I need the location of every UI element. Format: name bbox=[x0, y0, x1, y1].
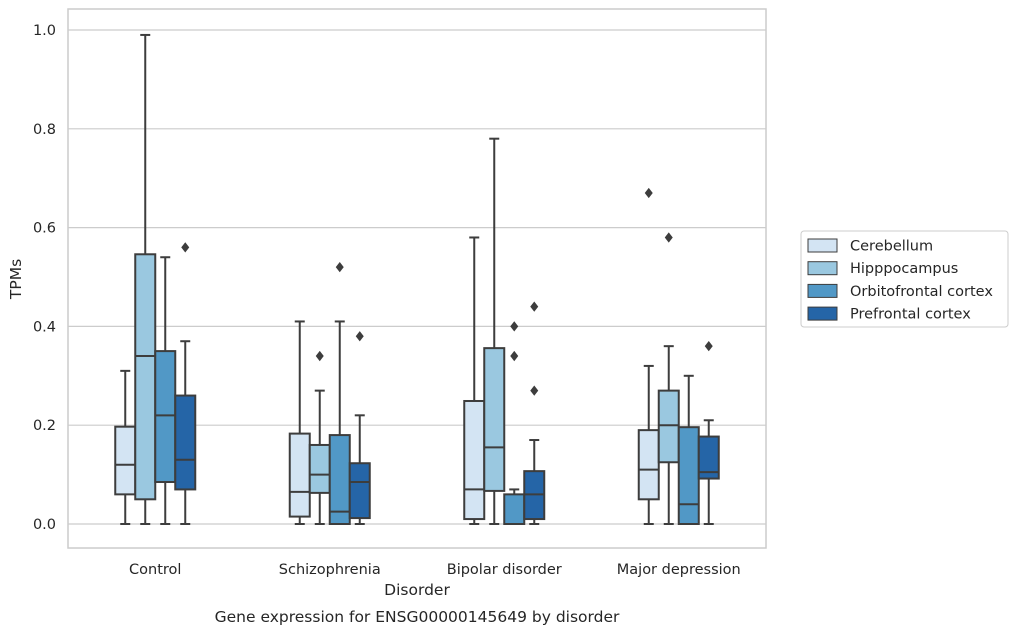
outlier-point bbox=[181, 242, 190, 253]
box-groups bbox=[114, 33, 720, 525]
legend-label: Orbitofrontal cortex bbox=[850, 284, 993, 300]
outlier-point bbox=[335, 261, 344, 273]
y-tick-label: 0.0 bbox=[33, 517, 56, 533]
outlier-point bbox=[704, 341, 713, 352]
box-iqr bbox=[697, 435, 720, 480]
y-tick-label: 0.6 bbox=[33, 221, 56, 237]
y-axis-title: TPMs bbox=[7, 259, 25, 300]
outlier-point bbox=[355, 331, 364, 342]
x-tick-label: Bipolar disorder bbox=[447, 562, 562, 578]
legend-swatch bbox=[807, 283, 838, 298]
box-iqr bbox=[154, 350, 177, 484]
box-iqr bbox=[677, 426, 700, 525]
box-iqr bbox=[463, 399, 486, 521]
box-hipppocampus bbox=[134, 33, 157, 525]
box-prefrontal-cortex bbox=[174, 242, 197, 525]
outlier-point bbox=[644, 187, 653, 199]
outlier-point bbox=[510, 350, 519, 362]
box-cerebellum bbox=[288, 320, 311, 525]
y-tick-label: 0.2 bbox=[33, 418, 56, 434]
box-prefrontal-cortex bbox=[348, 331, 371, 525]
outlier-point bbox=[510, 321, 519, 332]
outlier-point bbox=[664, 232, 673, 243]
box-cerebellum bbox=[463, 236, 486, 525]
legend-swatch bbox=[807, 261, 838, 276]
box-orbitofrontal-cortex bbox=[677, 374, 700, 525]
chart-caption: Gene expression for ENSG00000145649 by d… bbox=[215, 608, 620, 626]
box-iqr bbox=[483, 347, 506, 492]
legend-swatch bbox=[807, 306, 838, 321]
outlier-point bbox=[315, 350, 324, 362]
y-tick-label: 0.4 bbox=[33, 319, 56, 335]
y-tick-labels: 0.0 0.2 0.4 0.6 0.8 1.0 bbox=[33, 23, 56, 533]
y-tick-label: 1.0 bbox=[33, 23, 56, 39]
box-orbitofrontal-cortex bbox=[154, 256, 177, 525]
legend-frame bbox=[800, 230, 1009, 328]
outlier-point bbox=[530, 301, 539, 312]
box-cerebellum bbox=[114, 369, 137, 525]
legend-label: Prefrontal cortex bbox=[850, 307, 971, 323]
box-iqr bbox=[637, 429, 660, 501]
x-axis-title: Disorder bbox=[384, 581, 450, 599]
box-prefrontal-cortex bbox=[697, 341, 720, 525]
box-iqr bbox=[308, 443, 331, 494]
outlier-point bbox=[530, 385, 539, 396]
x-tick-label: Major depression bbox=[617, 562, 741, 578]
box-cerebellum bbox=[637, 187, 660, 525]
box-hipppocampus bbox=[657, 232, 680, 525]
legend-swatch bbox=[807, 238, 838, 253]
box-orbitofrontal-cortex bbox=[328, 261, 351, 525]
x-tick-label: Schizophrenia bbox=[279, 562, 381, 578]
box-prefrontal-cortex bbox=[523, 301, 546, 525]
box-iqr bbox=[134, 253, 157, 501]
x-tick-label: Control bbox=[129, 562, 181, 578]
legend: Cerebellum Hipppocampus Orbitofrontal cort… bbox=[800, 230, 1009, 328]
box-iqr bbox=[503, 493, 526, 525]
legend-label: Cerebellum bbox=[850, 239, 933, 255]
box-iqr bbox=[348, 462, 371, 520]
box-hipppocampus bbox=[308, 350, 331, 525]
box-iqr bbox=[114, 425, 137, 496]
box-iqr bbox=[657, 389, 680, 464]
box-iqr bbox=[288, 432, 311, 518]
plot-frame bbox=[67, 8, 767, 549]
box-orbitofrontal-cortex bbox=[503, 321, 526, 525]
box-hipppocampus bbox=[483, 137, 506, 525]
x-tick-labels: Control Schizophrenia Bipolar disorder Majo… bbox=[129, 562, 741, 578]
legend-label: Hipppocampus bbox=[850, 261, 958, 277]
y-tick-label: 0.8 bbox=[33, 122, 56, 138]
box-iqr bbox=[174, 394, 197, 491]
